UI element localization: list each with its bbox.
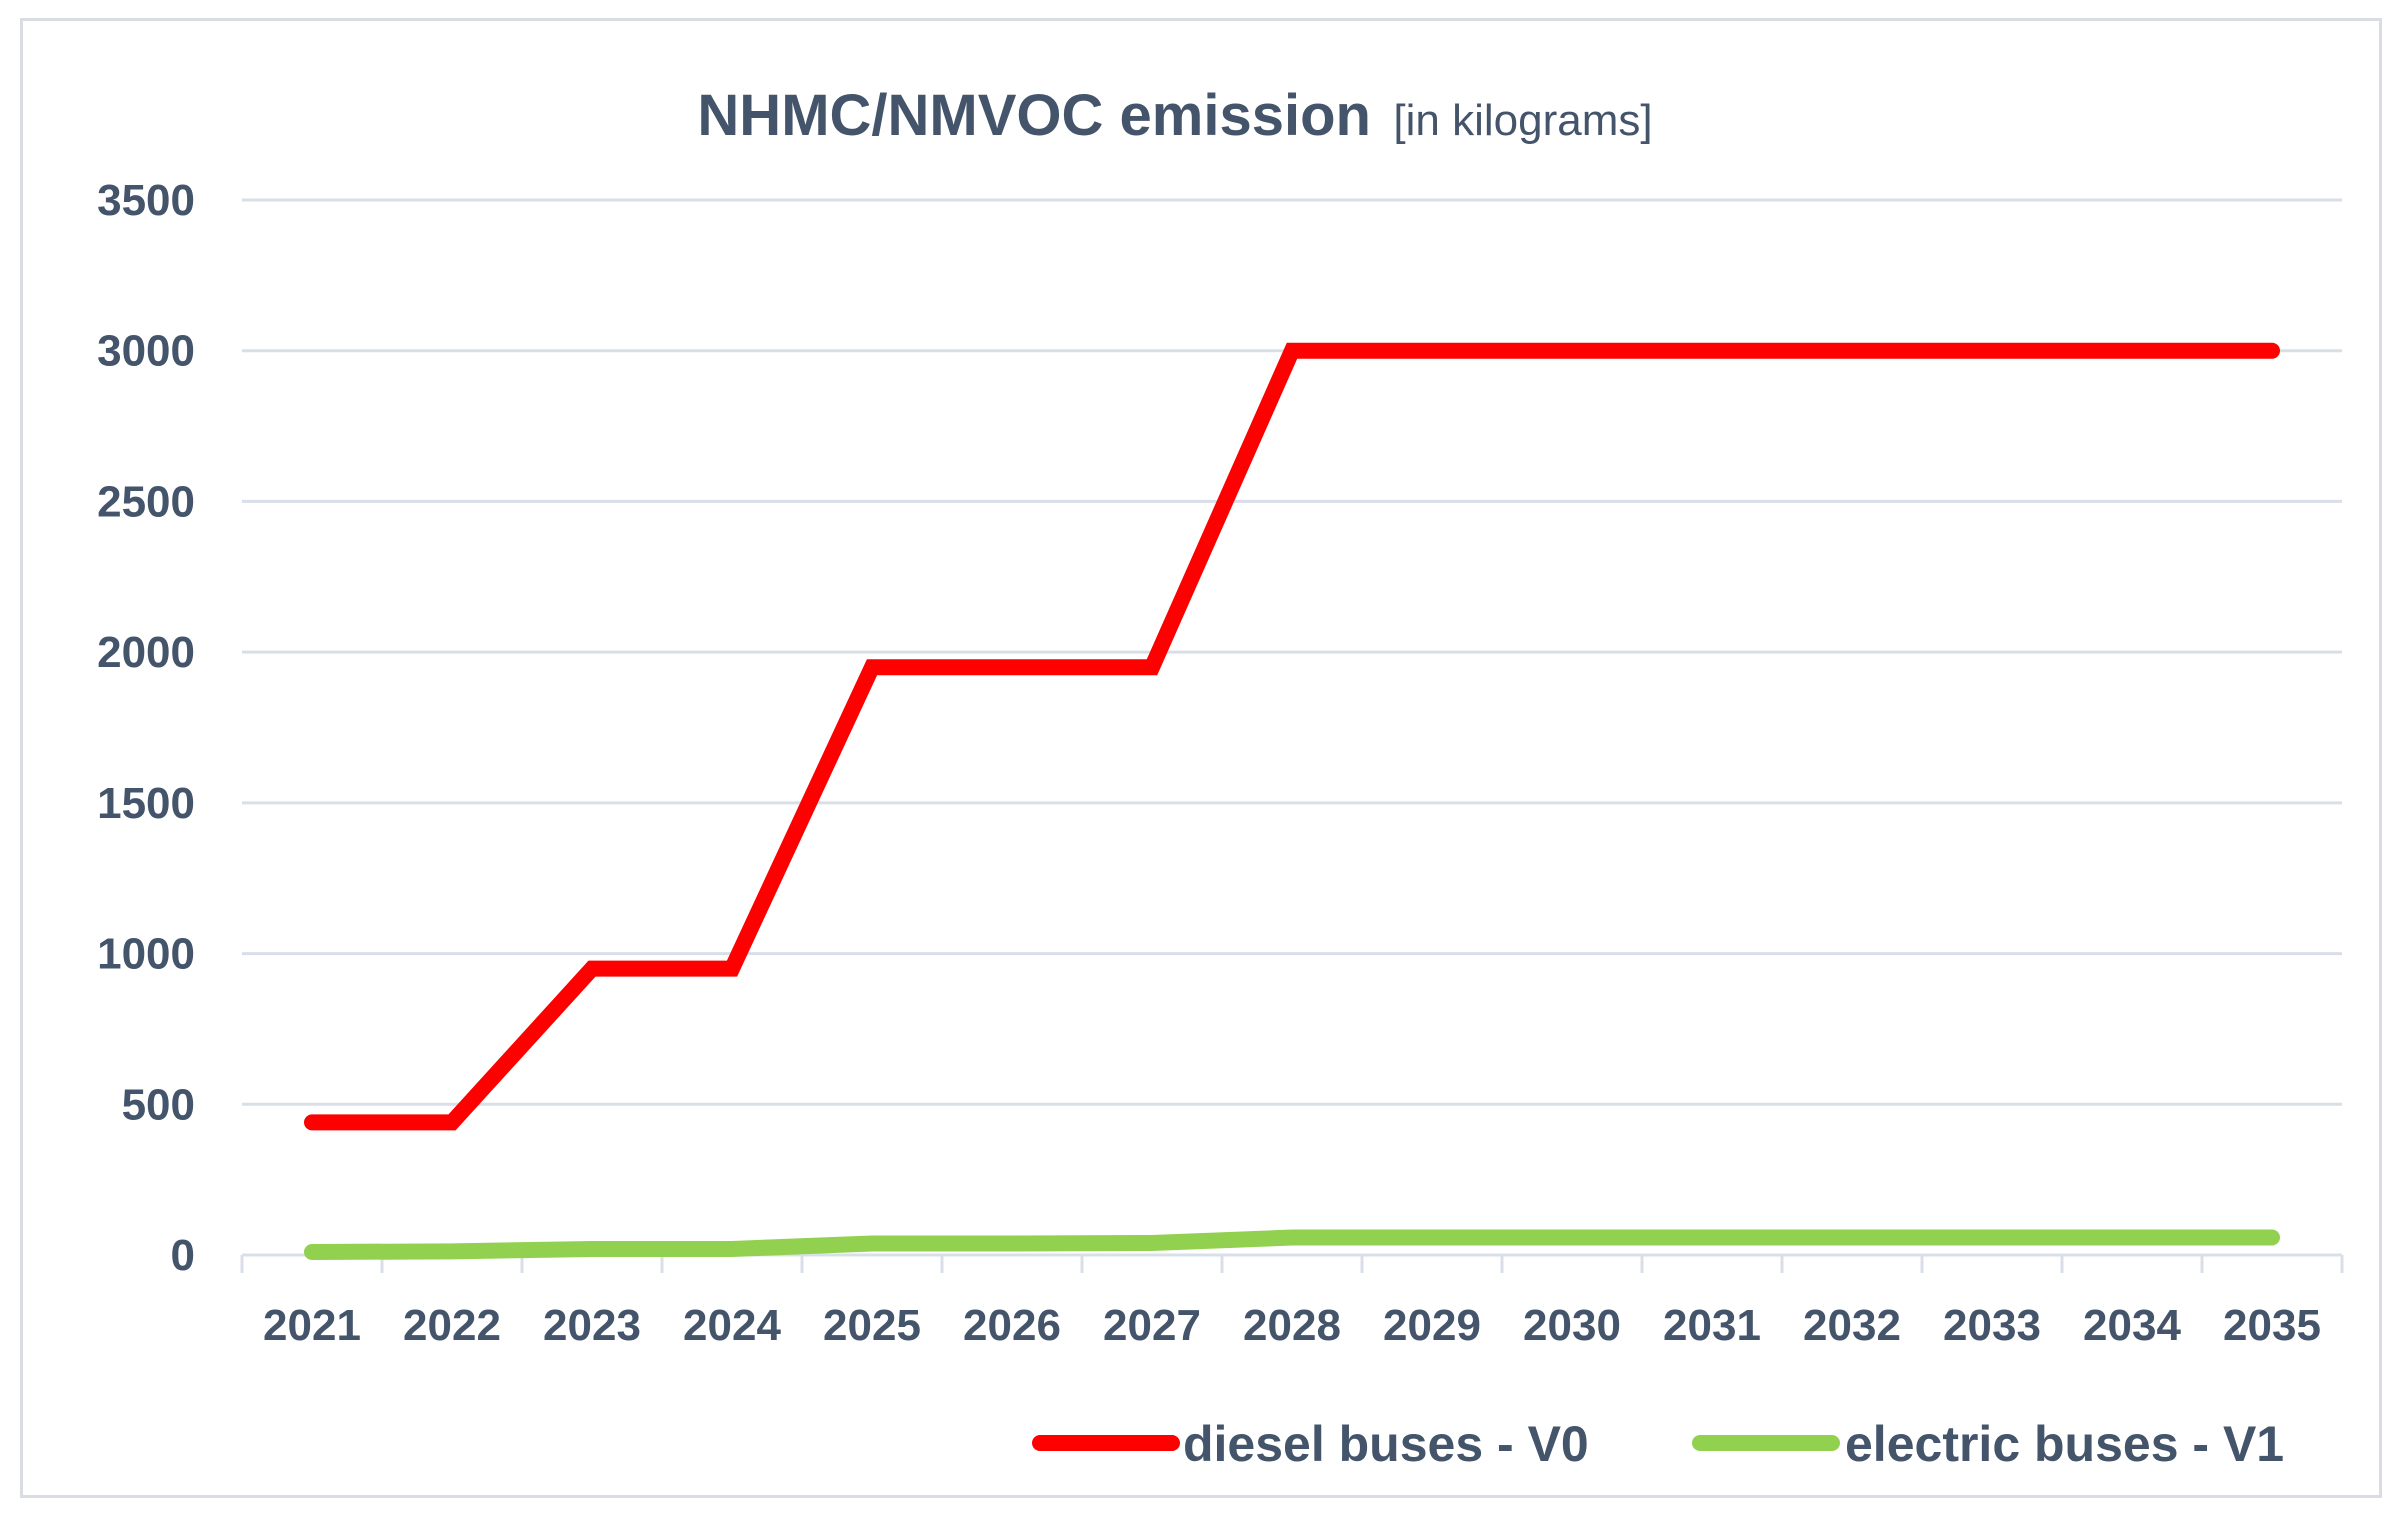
y-tick-label: 2000 bbox=[97, 628, 195, 677]
x-tick-label: 2032 bbox=[1803, 1301, 1901, 1350]
x-tick-label: 2026 bbox=[963, 1301, 1061, 1350]
x-tick-label: 2021 bbox=[263, 1301, 361, 1350]
y-tick-label: 2500 bbox=[97, 477, 195, 526]
x-tick-label: 2027 bbox=[1103, 1301, 1201, 1350]
y-tick-label: 3500 bbox=[97, 176, 195, 225]
series-line-electric-buses bbox=[304, 1229, 2280, 1260]
x-tick-label: 2023 bbox=[543, 1301, 641, 1350]
y-axis-tick-labels: 0 500 1000 1500 2000 2500 3000 3500 bbox=[97, 176, 195, 1280]
legend-label: electric buses - V1 bbox=[1845, 1416, 2284, 1472]
series-lines bbox=[304, 342, 2280, 1260]
x-tick-label: 2024 bbox=[683, 1301, 781, 1350]
y-tick-label: 0 bbox=[171, 1231, 195, 1280]
x-tick-label: 2029 bbox=[1383, 1301, 1481, 1350]
y-tick-label: 3000 bbox=[97, 327, 195, 376]
x-tick-label: 2035 bbox=[2223, 1301, 2321, 1350]
x-axis-tick-labels: 2021 2022 2023 2024 2025 2026 2027 2028 2029 2030… bbox=[263, 1301, 2321, 1350]
chart-title-units: [in kilograms] bbox=[1393, 96, 1652, 145]
x-tick-label: 2030 bbox=[1523, 1301, 1621, 1350]
x-tick-label: 2031 bbox=[1663, 1301, 1761, 1350]
series-line-diesel-buses bbox=[304, 342, 2280, 1131]
legend: diesel buses - V0 electric buses - V1 bbox=[1032, 1416, 2284, 1472]
chart-title-main: NHMC/NMVOC emission bbox=[697, 83, 1371, 148]
x-tick-label: 2028 bbox=[1243, 1301, 1341, 1350]
x-tick-label: 2025 bbox=[823, 1301, 921, 1350]
y-tick-label: 500 bbox=[122, 1080, 195, 1129]
chart-title: NHMC/NMVOC emission [in kilograms] bbox=[697, 83, 1652, 148]
legend-label: diesel buses - V0 bbox=[1183, 1416, 1589, 1472]
y-tick-label: 1500 bbox=[97, 779, 195, 828]
x-tick-label: 2022 bbox=[403, 1301, 501, 1350]
x-tick-label: 2034 bbox=[2083, 1301, 2181, 1350]
y-tick-label: 1000 bbox=[97, 930, 195, 979]
x-tick-label: 2033 bbox=[1943, 1301, 2041, 1350]
